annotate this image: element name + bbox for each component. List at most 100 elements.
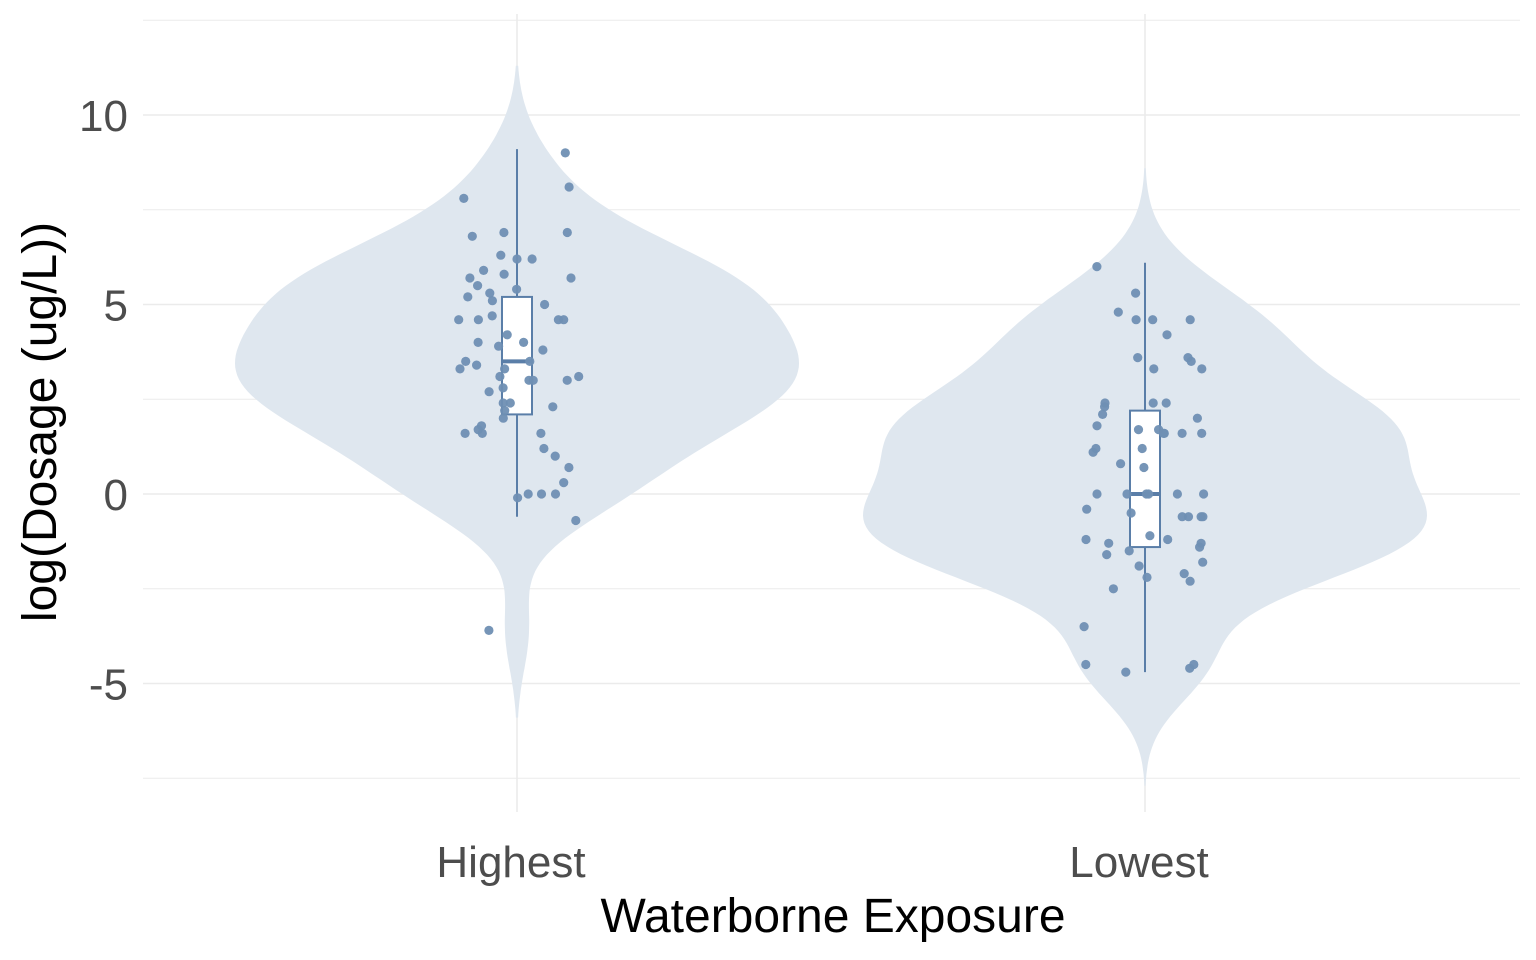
- data-point: [1177, 512, 1187, 522]
- data-point: [550, 451, 560, 461]
- data-point: [467, 231, 477, 241]
- data-point: [539, 443, 549, 454]
- data-point: [512, 254, 522, 264]
- data-point: [496, 250, 506, 260]
- data-point: [571, 515, 581, 526]
- data-point: [454, 315, 464, 325]
- data-point: [459, 193, 469, 203]
- data-point: [479, 265, 489, 275]
- data-point: [460, 428, 470, 438]
- violins: [235, 65, 1427, 786]
- data-point: [1121, 667, 1131, 677]
- data-point: [1124, 546, 1134, 556]
- data-point: [1092, 421, 1102, 431]
- data-point: [1082, 504, 1092, 514]
- data-point: [1081, 534, 1091, 545]
- data-point: [1133, 425, 1144, 435]
- data-point: [1092, 489, 1102, 499]
- data-point: [1100, 402, 1110, 412]
- data-point: [1185, 315, 1195, 325]
- data-point: [498, 398, 508, 408]
- data-point: [472, 360, 482, 370]
- data-point: [1163, 534, 1173, 545]
- data-point: [1177, 428, 1187, 438]
- data-point: [1126, 508, 1136, 518]
- data-point: [1137, 443, 1147, 454]
- data-point: [484, 625, 494, 636]
- data-point: [566, 273, 576, 283]
- data-point: [1197, 428, 1207, 438]
- data-point: [540, 299, 550, 310]
- data-point: [564, 182, 574, 192]
- data-point: [487, 311, 497, 321]
- data-point: [553, 315, 564, 325]
- data-point: [1179, 569, 1189, 579]
- data-point: [1144, 489, 1154, 499]
- data-point: [499, 227, 509, 238]
- box-lowest: [1129, 409, 1161, 549]
- data-point: [1195, 542, 1205, 552]
- data-point: [1149, 364, 1159, 374]
- data-point: [513, 493, 523, 503]
- data-point: [1197, 364, 1207, 374]
- data-point: [559, 478, 569, 488]
- data-point: [548, 402, 558, 412]
- data-point: [477, 428, 487, 438]
- data-point: [499, 269, 509, 279]
- data-point: [1183, 512, 1194, 522]
- y-axis-title: log(Dosage (ug/L)): [14, 222, 67, 622]
- x-axis-title: Waterborne Exposure: [600, 890, 1065, 943]
- x-tick-labels: Highest Lowest: [436, 838, 1208, 887]
- data-point: [465, 273, 475, 283]
- y-tick-label: 10: [79, 92, 128, 141]
- data-point: [1079, 622, 1089, 632]
- data-point: [1142, 572, 1152, 583]
- data-point: [1192, 413, 1202, 423]
- data-point: [574, 371, 584, 382]
- jitter-points: [454, 148, 1209, 677]
- data-point: [455, 364, 465, 374]
- data-point: [1186, 356, 1196, 366]
- y-tick-labels: -5 0 5 10: [79, 92, 128, 710]
- data-point: [562, 227, 572, 238]
- y-tick-label: 0: [104, 471, 128, 520]
- data-point: [1198, 512, 1208, 522]
- data-point: [1133, 353, 1143, 363]
- data-point: [1139, 462, 1149, 473]
- data-point: [562, 375, 572, 385]
- x-tick-label: Lowest: [1069, 838, 1208, 887]
- data-point: [485, 288, 495, 298]
- data-point: [500, 406, 510, 416]
- data-point: [1104, 538, 1114, 548]
- data-point: [484, 387, 494, 397]
- data-point: [498, 413, 508, 423]
- data-point: [511, 284, 522, 294]
- data-point: [1131, 315, 1141, 325]
- data-point: [473, 337, 483, 347]
- data-point: [1148, 315, 1158, 325]
- data-point: [502, 330, 512, 340]
- data-point: [519, 337, 529, 347]
- data-point: [487, 296, 497, 306]
- data-point: [1088, 447, 1098, 457]
- data-point: [550, 489, 561, 499]
- data-point: [538, 345, 548, 355]
- data-point: [536, 489, 547, 499]
- data-point: [1198, 557, 1208, 567]
- y-tick-label: -5: [89, 661, 128, 710]
- data-point: [1159, 428, 1169, 438]
- data-point: [1185, 576, 1195, 586]
- data-point: [1145, 531, 1155, 541]
- data-point: [1185, 663, 1195, 673]
- data-point: [495, 371, 505, 382]
- data-point: [1148, 398, 1158, 408]
- data-point: [1092, 262, 1102, 272]
- data-point: [1102, 550, 1112, 560]
- data-point: [536, 428, 546, 438]
- data-point: [564, 462, 574, 473]
- data-point: [1108, 584, 1118, 594]
- data-point: [500, 364, 510, 374]
- data-point: [494, 341, 504, 351]
- data-point: [1162, 330, 1172, 340]
